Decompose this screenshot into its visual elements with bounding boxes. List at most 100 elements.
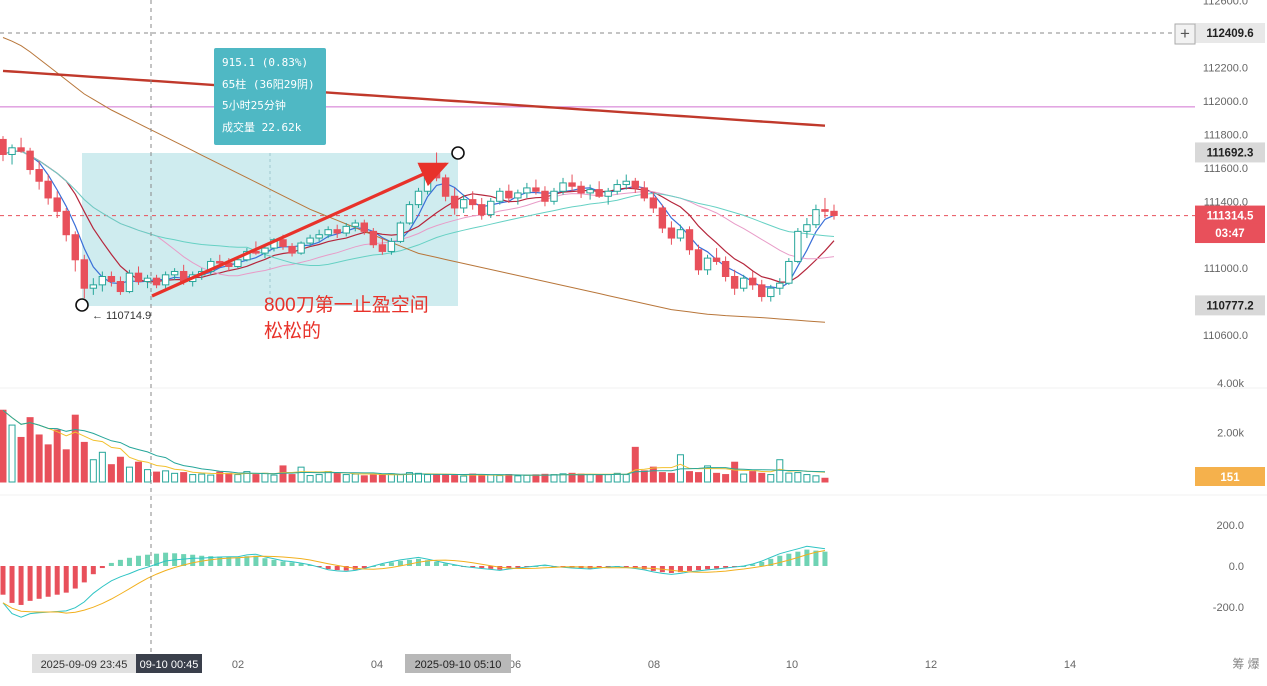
time-bubble-end: 2025-09-10 05:10 [415, 659, 502, 671]
candle[interactable] [396, 221, 405, 244]
volume-bars[interactable] [0, 409, 829, 483]
candle[interactable] [496, 187, 504, 205]
candle[interactable] [830, 204, 838, 220]
low-marker-circle[interactable] [75, 298, 89, 312]
macd-bar [777, 555, 783, 566]
candle[interactable] [170, 268, 179, 280]
candle[interactable] [8, 144, 16, 165]
candle[interactable] [694, 244, 703, 275]
candle[interactable] [161, 271, 170, 290]
candle[interactable] [586, 184, 594, 200]
candle[interactable] [152, 274, 161, 289]
candle[interactable] [658, 204, 667, 234]
candle[interactable] [776, 278, 784, 295]
candle[interactable] [622, 174, 630, 190]
candle[interactable] [288, 243, 296, 257]
candle-body [821, 209, 829, 212]
candle[interactable] [315, 229, 323, 242]
candle[interactable] [541, 186, 549, 207]
candle[interactable] [351, 219, 359, 232]
candle[interactable] [387, 238, 396, 255]
candle[interactable] [613, 179, 621, 195]
candle[interactable] [0, 136, 7, 162]
volume-pane[interactable] [0, 390, 1195, 485]
candle-body [8, 147, 16, 155]
candle[interactable] [459, 194, 468, 213]
candle[interactable] [71, 231, 79, 272]
candle[interactable] [785, 258, 793, 285]
candle[interactable] [405, 201, 414, 225]
candle[interactable] [767, 284, 775, 302]
candle[interactable] [703, 254, 712, 275]
candle[interactable] [35, 161, 43, 190]
candle[interactable] [749, 271, 757, 290]
candle[interactable] [550, 187, 558, 205]
candle[interactable] [53, 191, 61, 218]
candle[interactable] [821, 197, 829, 218]
candle[interactable] [667, 221, 676, 245]
candle[interactable] [730, 269, 739, 295]
candle[interactable] [26, 147, 34, 175]
candle[interactable] [712, 248, 721, 265]
candle-body [667, 227, 676, 239]
candle[interactable] [739, 274, 748, 292]
candle[interactable] [794, 228, 802, 264]
candle[interactable] [414, 187, 423, 208]
candle[interactable] [342, 223, 350, 237]
macd-histogram[interactable] [0, 545, 828, 618]
volume-bar [342, 474, 350, 483]
measure-info-bars: 65柱 (36阳29阴) [222, 77, 315, 91]
candle[interactable] [80, 254, 88, 299]
candle[interactable] [360, 219, 369, 235]
add-alert-button[interactable] [1174, 23, 1196, 45]
candle-body [378, 244, 387, 252]
macd-pane[interactable] [0, 500, 1195, 650]
candle[interactable] [450, 187, 459, 215]
candle[interactable] [306, 234, 314, 247]
candle[interactable] [333, 224, 341, 239]
candle[interactable] [595, 181, 603, 198]
candle[interactable] [640, 181, 649, 202]
candle[interactable] [17, 137, 25, 153]
candle[interactable] [631, 177, 639, 193]
candle[interactable] [134, 266, 143, 285]
candle[interactable] [721, 256, 730, 282]
candle[interactable] [685, 226, 694, 255]
candle[interactable] [468, 191, 477, 210]
candle[interactable] [514, 189, 522, 205]
candle[interactable] [559, 177, 567, 195]
candle[interactable] [758, 279, 766, 302]
candle[interactable] [676, 224, 685, 242]
candle[interactable] [107, 271, 116, 287]
candle[interactable] [478, 197, 486, 220]
candle[interactable] [143, 274, 152, 289]
candle[interactable] [89, 278, 98, 295]
candle[interactable] [649, 192, 658, 213]
candle[interactable] [98, 271, 107, 292]
candle[interactable] [324, 226, 332, 239]
candle[interactable] [568, 174, 576, 192]
candle[interactable] [378, 238, 387, 255]
volume-bar [749, 471, 757, 483]
candle[interactable] [803, 218, 811, 239]
candle[interactable] [604, 187, 612, 205]
candle[interactable] [297, 241, 305, 255]
candle[interactable] [812, 204, 820, 229]
candle[interactable] [369, 228, 378, 249]
candle[interactable] [487, 197, 495, 218]
candle[interactable] [125, 269, 134, 294]
candle[interactable] [523, 182, 531, 198]
candle[interactable] [62, 207, 70, 242]
high-marker-circle[interactable] [451, 146, 465, 160]
macd-bar [226, 556, 232, 566]
candle[interactable] [44, 174, 52, 205]
candle[interactable] [532, 179, 540, 195]
candle[interactable] [577, 181, 585, 198]
candle[interactable] [116, 276, 125, 295]
candle[interactable] [505, 184, 513, 203]
candle[interactable] [423, 164, 432, 195]
corner-tools-label[interactable]: 筹 爆 [1232, 657, 1259, 671]
price-label-low-bg [1195, 295, 1265, 316]
candle-body [143, 277, 152, 283]
